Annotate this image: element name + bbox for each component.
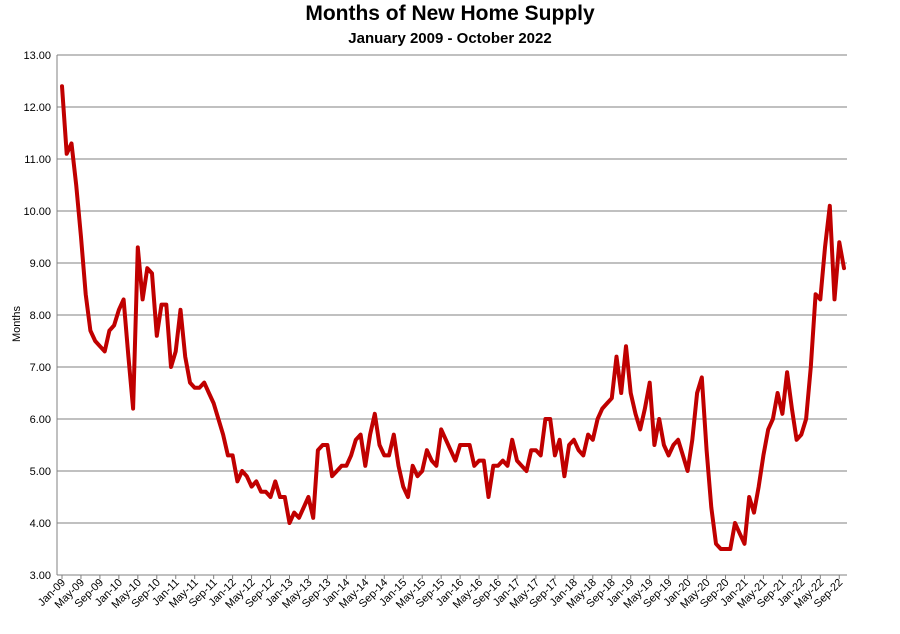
y-tick-label: 9.00 [30, 258, 51, 270]
y-tick-label: 3.00 [30, 570, 51, 582]
x-axis-ticks: Jan-09May-09Sep-09Jan-10May-10Sep-10Jan-… [36, 575, 845, 611]
y-tick-label: 5.00 [30, 466, 51, 478]
y-tick-label: 8.00 [30, 310, 51, 322]
gridlines [57, 54, 847, 524]
chart-subtitle: January 2009 - October 2022 [348, 30, 552, 47]
y-tick-label: 6.00 [30, 414, 51, 426]
y-axis-ticks: 3.00 4.00 5.00 6.00 7.00 8.00 9.00 10.00 11.00 12… [23, 50, 51, 582]
y-tick-label: 4.00 [30, 518, 51, 530]
y-tick-label: 10.00 [23, 206, 51, 218]
chart-title: Months of New Home Supply [305, 2, 595, 25]
y-tick-label: 11.00 [24, 154, 51, 166]
y-tick-label: 13.00 [23, 50, 51, 62]
y-tick-label: 12.00 [23, 102, 51, 114]
y-tick-label: 7.00 [30, 362, 51, 374]
series-line-months-supply [60, 84, 846, 551]
